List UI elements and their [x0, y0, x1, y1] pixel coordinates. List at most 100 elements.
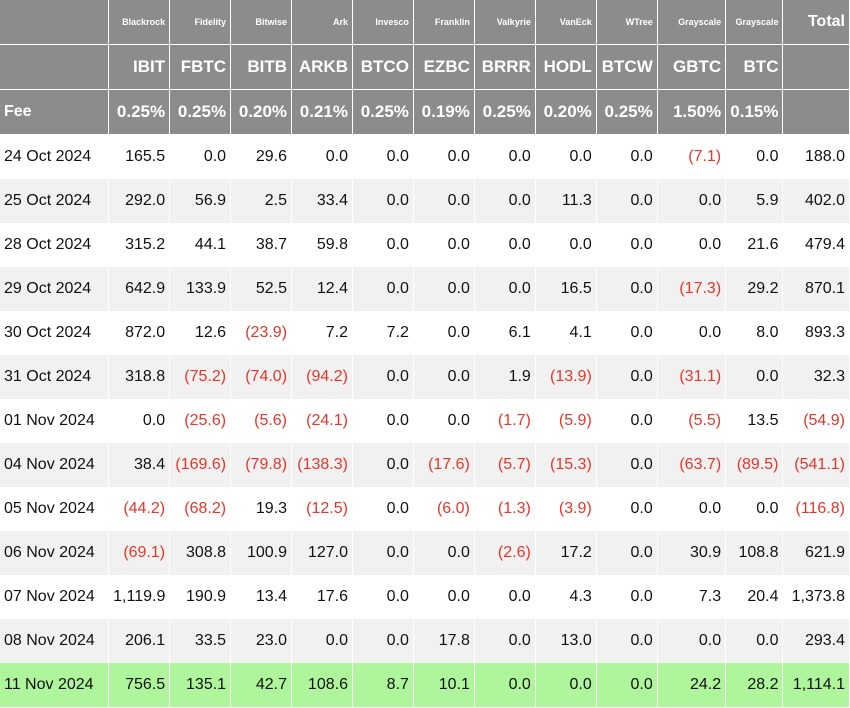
ticker-header: BTCW: [596, 44, 658, 90]
flow-value: (94.2): [291, 355, 353, 399]
row-date: 31 Oct 2024: [0, 355, 110, 399]
flow-value: 0.0: [352, 355, 414, 399]
flow-value: 0.0: [725, 355, 784, 399]
flow-value: (5.5): [657, 399, 727, 443]
flow-value: (15.3): [535, 443, 597, 487]
flow-value: 0.0: [657, 223, 727, 267]
flow-value: 0.0: [413, 223, 475, 267]
flow-value: 0.0: [535, 223, 597, 267]
flow-value: (24.1): [291, 399, 353, 443]
flow-value: 292.0: [108, 179, 171, 223]
corner-cell: [0, 0, 110, 45]
flow-value: 0.0: [725, 134, 784, 179]
row-total: 32.3: [782, 355, 850, 399]
flow-value: (89.5): [725, 443, 784, 487]
flow-value: 872.0: [108, 311, 171, 355]
flow-value: (2.6): [474, 531, 536, 575]
flow-value: 0.0: [352, 487, 414, 531]
issuer-header: Valkyrie: [474, 0, 536, 45]
fee-label: Fee: [0, 89, 110, 135]
issuer-header: Bitwise: [230, 0, 293, 45]
row-date: 01 Nov 2024: [0, 399, 110, 443]
flow-value: 30.9: [657, 531, 727, 575]
row-date: 06 Nov 2024: [0, 531, 110, 575]
flow-value: 0.0: [535, 663, 597, 707]
flow-value: 0.0: [352, 443, 414, 487]
flow-value: 135.1: [169, 663, 232, 707]
ticker-header: HODL: [535, 44, 597, 90]
flow-value: 29.6: [230, 134, 293, 179]
flow-value: 642.9: [108, 267, 171, 311]
flow-value: 17.6: [291, 575, 353, 619]
flow-value: 42.7: [230, 663, 293, 707]
flow-value: 0.0: [474, 663, 536, 707]
fee-value: 0.25%: [169, 89, 232, 135]
flow-value: 0.0: [596, 399, 658, 443]
flow-value: 0.0: [413, 311, 475, 355]
flow-value: 0.0: [474, 267, 536, 311]
flow-value: 0.0: [352, 399, 414, 443]
row-total: 402.0: [782, 179, 850, 223]
flow-value: 38.4: [108, 443, 171, 487]
flow-value: 127.0: [291, 531, 353, 575]
flow-value: (69.1): [108, 531, 171, 575]
row-date: 04 Nov 2024: [0, 443, 110, 487]
row-total: 1,114.1: [782, 663, 850, 707]
table-row: 28 Oct 2024 315.2 44.1 38.7 59.8 0.0 0.0 0.0 0.0…: [0, 223, 850, 267]
flow-value: 0.0: [474, 575, 536, 619]
fee-value: 0.20%: [535, 89, 597, 135]
flow-value: 0.0: [596, 663, 658, 707]
flow-value: 315.2: [108, 223, 171, 267]
flow-value: 16.5: [535, 267, 597, 311]
flow-value: (138.3): [291, 443, 353, 487]
flow-value: 5.9: [725, 179, 784, 223]
flow-value: (17.6): [413, 443, 475, 487]
flow-value: (5.7): [474, 443, 536, 487]
flow-value: 17.2: [535, 531, 597, 575]
row-date: 30 Oct 2024: [0, 311, 110, 355]
flow-value: 0.0: [596, 487, 658, 531]
flow-value: (6.0): [413, 487, 475, 531]
row-total: 893.3: [782, 311, 850, 355]
table-row: 04 Nov 2024 38.4 (169.6) (79.8) (138.3) 0.0 (1…: [0, 443, 850, 487]
flow-value: 165.5: [108, 134, 171, 179]
flow-value: 17.8: [413, 619, 475, 663]
flow-value: 0.0: [352, 179, 414, 223]
flow-value: 0.0: [413, 399, 475, 443]
flow-value: 0.0: [474, 223, 536, 267]
flow-value: 13.5: [725, 399, 784, 443]
row-total: (54.9): [782, 399, 850, 443]
issuer-header: Franklin: [413, 0, 475, 45]
table-row: 24 Oct 2024 165.5 0.0 29.6 0.0 0.0 0.0 0.0 0.0 0.…: [0, 134, 850, 179]
flow-value: 756.5: [108, 663, 171, 707]
flow-value: 7.2: [291, 311, 353, 355]
flow-value: 13.0: [535, 619, 597, 663]
flow-value: 0.0: [352, 223, 414, 267]
flow-value: (7.1): [657, 134, 727, 179]
fee-value: 0.15%: [725, 89, 784, 135]
row-total: 293.4: [782, 619, 850, 663]
flow-value: 108.8: [725, 531, 784, 575]
flow-value: 0.0: [413, 267, 475, 311]
flow-value: 190.9: [169, 575, 232, 619]
table-row: 11 Nov 2024 756.5 135.1 42.7 108.6 8.7 10.1 0.0…: [0, 663, 850, 707]
ticker-header: ARKB: [291, 44, 353, 90]
flow-value: 0.0: [596, 311, 658, 355]
fee-value: 0.19%: [413, 89, 475, 135]
flow-value: 0.0: [413, 179, 475, 223]
flow-value: 20.4: [725, 575, 784, 619]
flow-value: 2.5: [230, 179, 293, 223]
issuer-header: Ark: [291, 0, 353, 45]
flow-value: 0.0: [413, 575, 475, 619]
issuer-header: Fidelity: [169, 0, 232, 45]
flow-value: 11.3: [535, 179, 597, 223]
flow-value: (12.5): [291, 487, 353, 531]
flow-value: 0.0: [725, 619, 784, 663]
flow-value: 52.5: [230, 267, 293, 311]
ticker-header-row: IBIT FBTC BITB ARKB BTCO EZBC BRRR HODL …: [0, 44, 850, 90]
fee-value: 0.20%: [230, 89, 293, 135]
row-date: 24 Oct 2024: [0, 134, 110, 179]
issuer-header: WTree: [596, 0, 658, 45]
ticker-header: GBTC: [657, 44, 727, 90]
